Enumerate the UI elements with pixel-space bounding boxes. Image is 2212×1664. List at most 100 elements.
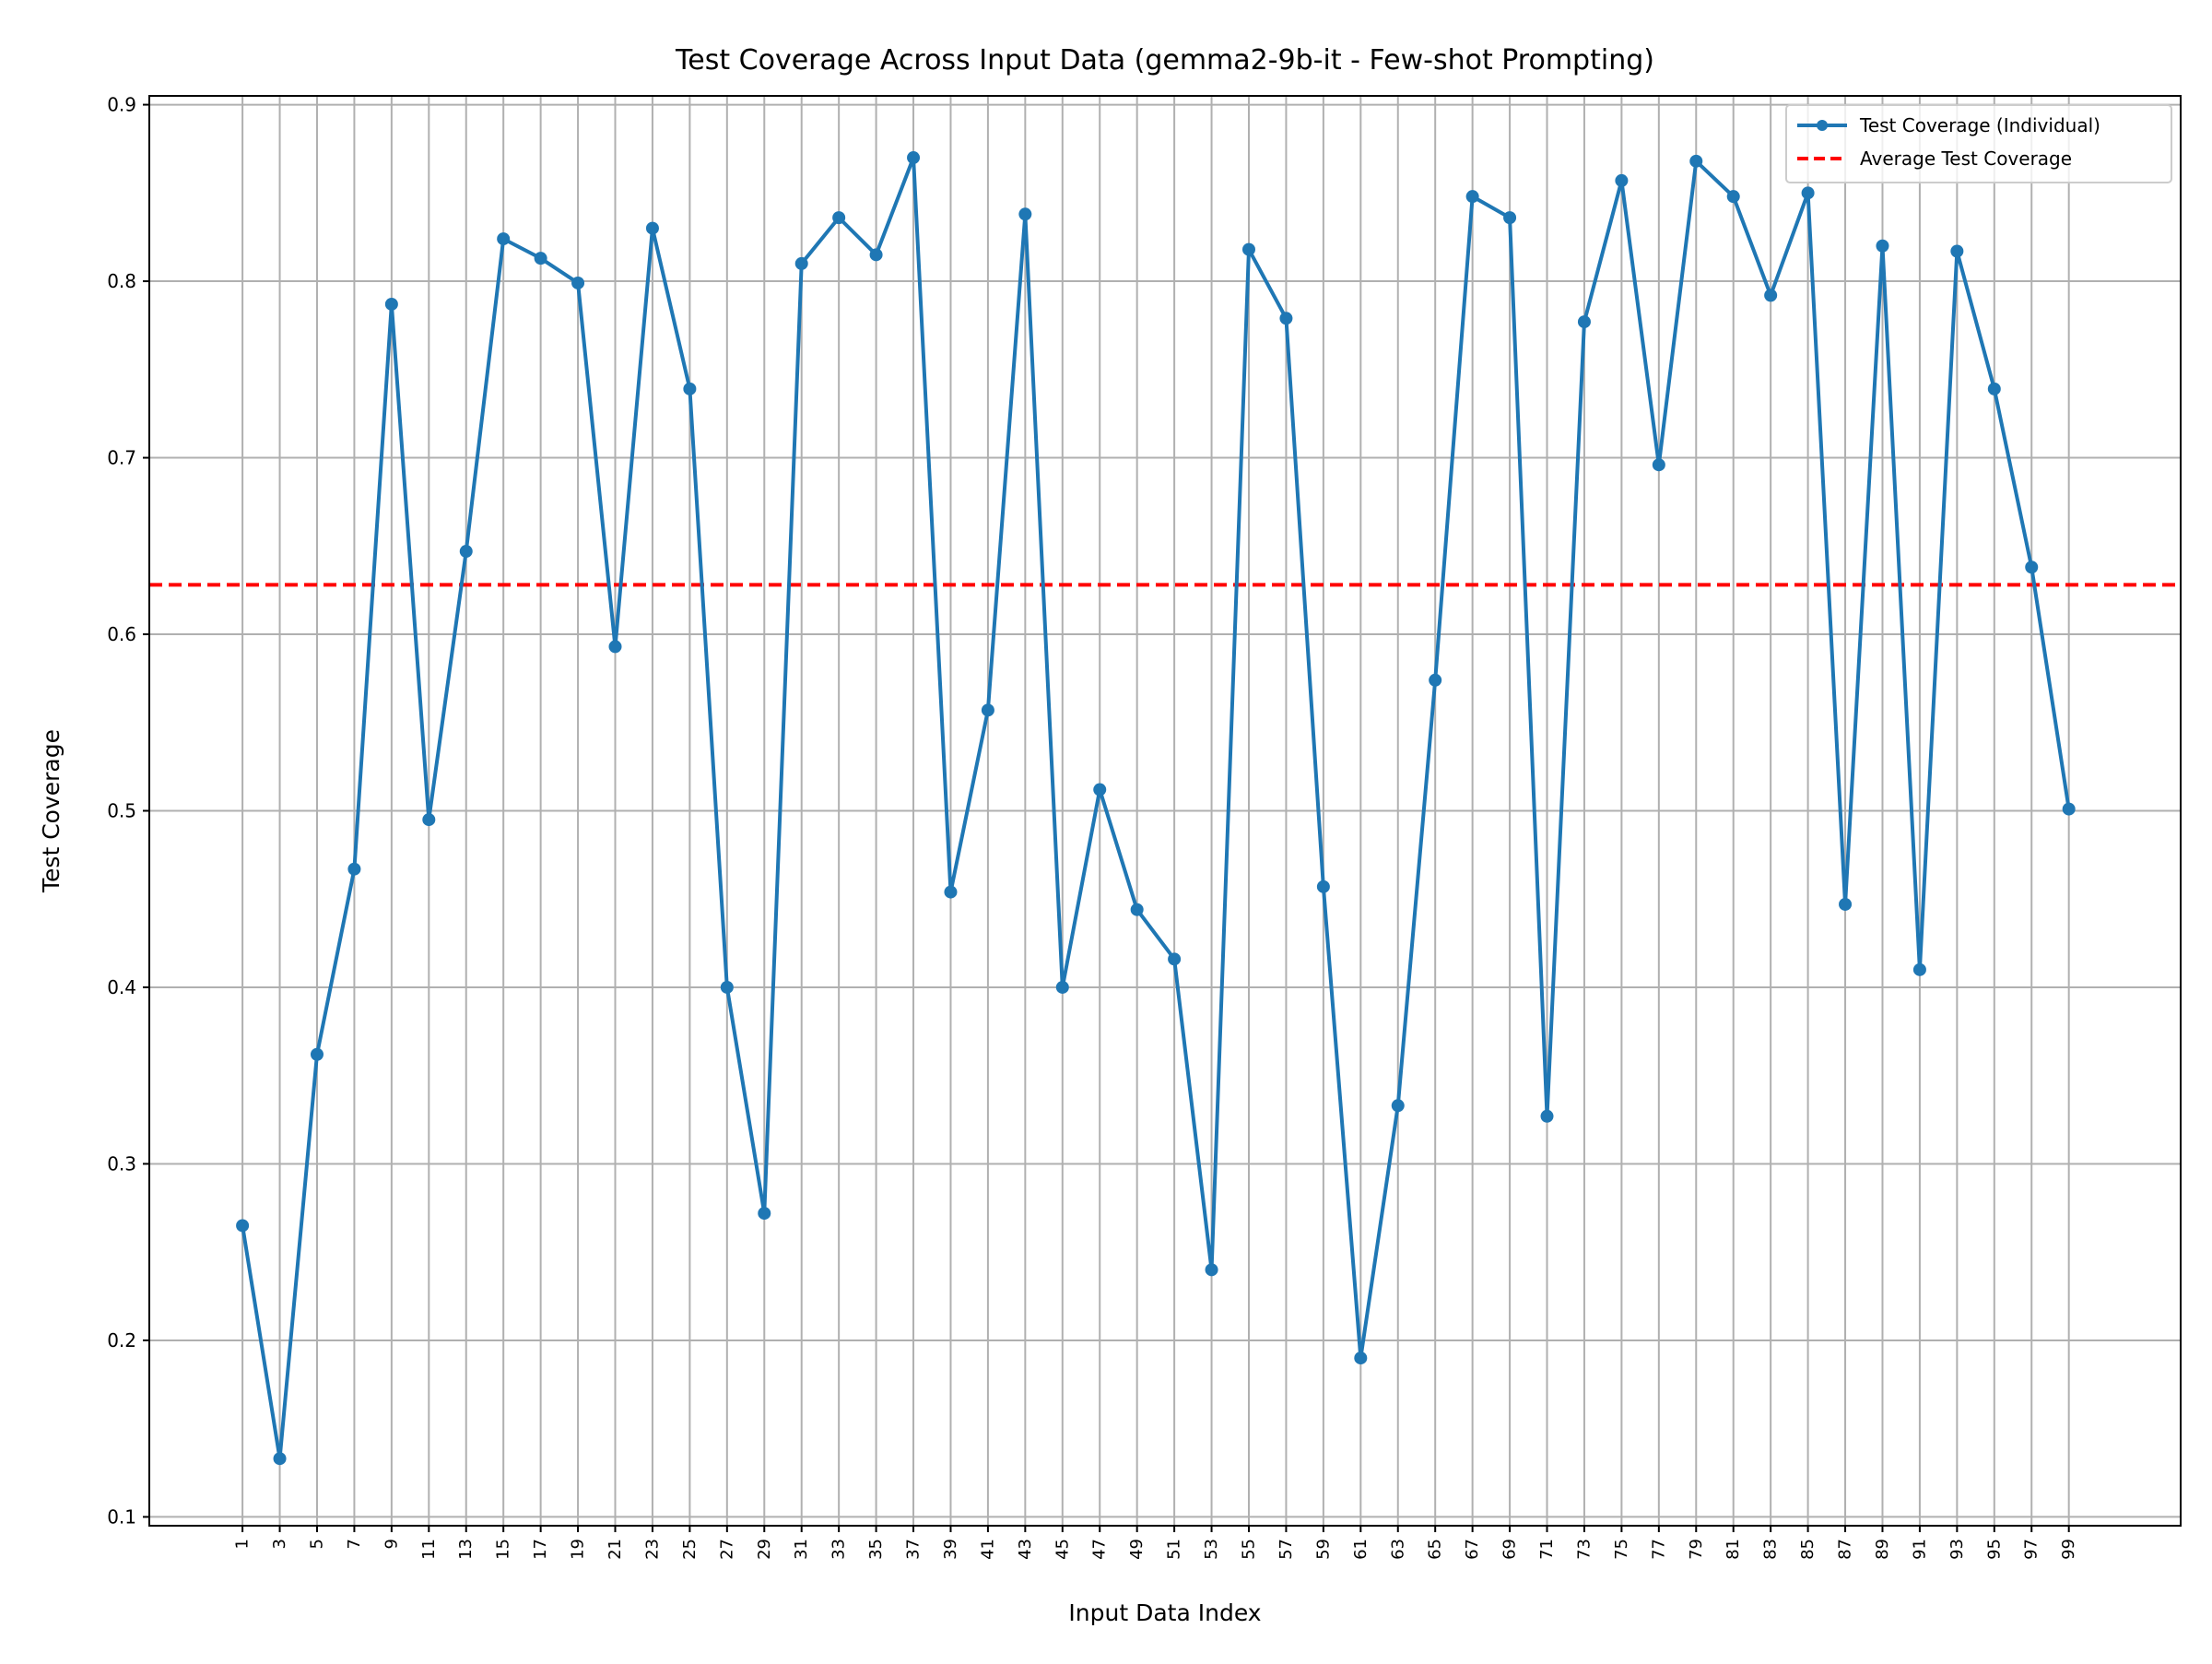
x-tick-label: 63	[1388, 1539, 1407, 1560]
x-tick-label: 99	[2059, 1539, 2078, 1560]
data-point	[1987, 382, 2001, 395]
x-tick-label: 15	[494, 1539, 513, 1560]
x-tick-label: 97	[2022, 1539, 2041, 1560]
x-tick-label: 3	[270, 1539, 289, 1549]
data-point	[534, 252, 547, 266]
y-tick-label: 0.8	[107, 270, 136, 292]
data-point	[1839, 897, 1853, 911]
x-tick-label: 53	[1202, 1539, 1221, 1560]
x-tick-label: 7	[345, 1539, 364, 1549]
x-tick-label: 51	[1165, 1539, 1184, 1560]
x-tick-label: 93	[1947, 1539, 1967, 1560]
data-point	[459, 545, 473, 559]
x-tick-label: 47	[1090, 1539, 1110, 1560]
x-tick-label: 89	[1873, 1539, 1892, 1560]
data-point	[1391, 1099, 1405, 1113]
x-tick-label: 57	[1277, 1539, 1296, 1560]
x-tick-label: 65	[1426, 1539, 1445, 1560]
series-line	[241, 156, 2071, 1461]
x-tick-label: 73	[1574, 1539, 1594, 1560]
data-point	[907, 151, 921, 165]
x-tick-label: 35	[866, 1539, 886, 1560]
data-point	[1429, 673, 1442, 687]
data-point	[1055, 980, 1069, 994]
x-tick-label: 19	[569, 1539, 588, 1560]
legend-box	[1785, 104, 2172, 183]
data-point	[497, 232, 511, 246]
y-tick-label: 0.9	[107, 94, 136, 116]
data-point	[1689, 154, 1703, 168]
data-point	[1465, 190, 1479, 204]
data-point	[1615, 173, 1629, 187]
data-point	[1652, 458, 1665, 472]
x-tick-label: 79	[1687, 1539, 1706, 1560]
x-tick-label: 67	[1463, 1539, 1482, 1560]
data-point	[1018, 207, 1032, 221]
x-tick-label: 59	[1313, 1539, 1333, 1560]
data-point	[758, 1207, 771, 1221]
legend-marker-dot	[1817, 120, 1828, 131]
legend: Test Coverage (Individual) Average Test …	[1785, 104, 2172, 183]
data-point	[869, 248, 883, 262]
x-tick-label: 83	[1761, 1539, 1781, 1560]
data-point	[1764, 289, 1778, 302]
x-tick-label: 33	[830, 1539, 849, 1560]
x-tick-label: 95	[1984, 1539, 2004, 1560]
data-point	[683, 382, 697, 395]
data-point	[1354, 1351, 1368, 1365]
data-point	[1726, 190, 1740, 204]
data-point	[794, 256, 808, 270]
data-point	[273, 1452, 287, 1466]
data-point	[1241, 242, 1255, 256]
x-tick-label: 75	[1612, 1539, 1631, 1560]
x-tick-label: 27	[717, 1539, 736, 1560]
x-tick-label: 9	[382, 1539, 401, 1549]
x-axis-label: Input Data Index	[1068, 1599, 1261, 1626]
data-point	[944, 885, 958, 899]
data-point	[1205, 1263, 1218, 1277]
data-point	[2025, 561, 2039, 574]
x-tick-label: 43	[1016, 1539, 1035, 1560]
data-point	[1876, 239, 1889, 253]
x-tick-label: 55	[1239, 1539, 1258, 1560]
data-point	[832, 211, 846, 225]
data-point	[1912, 962, 1926, 976]
data-point	[608, 640, 622, 654]
data-point	[1316, 879, 1330, 893]
y-tick-label: 0.5	[107, 800, 136, 822]
x-tick-label: 37	[904, 1539, 924, 1560]
legend-label-individual: Test Coverage (Individual)	[1859, 114, 2100, 136]
x-tick-label: 5	[307, 1539, 326, 1549]
data-point	[1577, 315, 1591, 329]
data-point	[1801, 186, 1815, 200]
y-tick-label: 0.7	[107, 447, 136, 469]
data-point	[1093, 783, 1107, 797]
y-axis-label: Test Coverage	[38, 729, 65, 893]
x-tick-label: 69	[1500, 1539, 1520, 1560]
x-tick-label: 39	[941, 1539, 960, 1560]
y-tick-label: 0.4	[107, 976, 136, 998]
data-point	[720, 980, 734, 994]
y-tick-label: 0.2	[107, 1329, 136, 1351]
data-point	[2062, 802, 2076, 816]
x-tick-label: 31	[792, 1539, 811, 1560]
data-point	[1130, 903, 1144, 916]
data-point	[384, 297, 398, 311]
data-point	[347, 862, 361, 876]
x-tick-label: 77	[1649, 1539, 1668, 1560]
x-tick-label: 49	[1127, 1539, 1147, 1560]
x-tick-label: 21	[606, 1539, 625, 1560]
data-point	[1540, 1109, 1554, 1123]
x-tick-label: 1	[233, 1539, 253, 1549]
legend-label-average: Average Test Coverage	[1860, 148, 2072, 170]
data-point	[310, 1047, 324, 1061]
y-tick-label: 0.3	[107, 1152, 136, 1174]
data-point	[1950, 244, 1964, 258]
data-point	[1279, 312, 1293, 325]
x-tick-label: 61	[1351, 1539, 1371, 1560]
x-tick-label: 17	[531, 1539, 550, 1560]
chart-title: Test Coverage Across Input Data (gemma2-…	[675, 44, 1654, 77]
data-point	[571, 276, 585, 289]
